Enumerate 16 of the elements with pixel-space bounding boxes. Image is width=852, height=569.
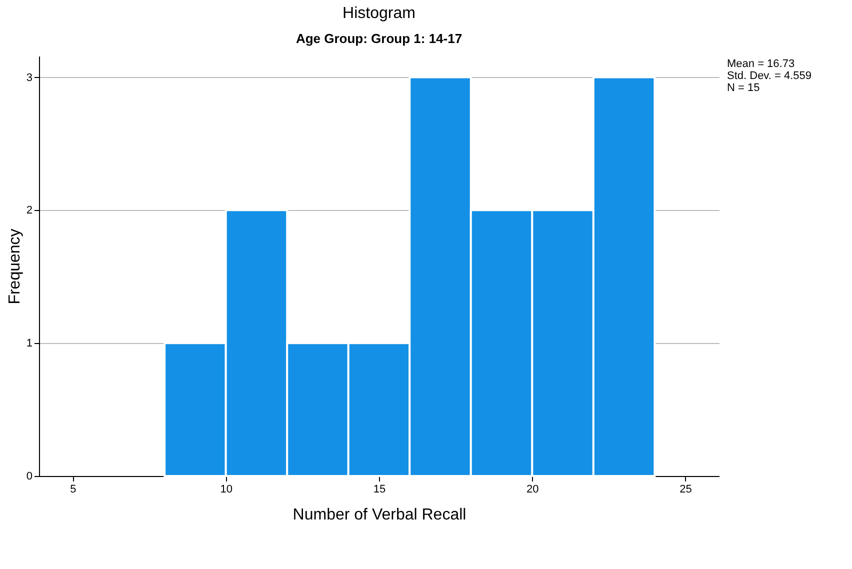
text: Mean = 16.73 [727, 58, 795, 70]
x-tick-label: 10 [220, 484, 232, 496]
x-tick-label: 25 [680, 484, 692, 496]
text: N = 15 [727, 82, 760, 94]
y-tick-label: 2 [26, 204, 32, 217]
y-axis-title: Frequency [6, 228, 24, 304]
x-tick-label: 5 [70, 484, 76, 496]
x-axis-title: Number of Verbal Recall [292, 506, 466, 524]
x-tick-label: 20 [526, 484, 539, 496]
x-tick-label: 15 [373, 484, 386, 496]
y-tick-label: 1 [26, 338, 32, 350]
chart-title: Histogram [342, 5, 416, 22]
text: Std. Dev. = 4.559 [727, 70, 812, 82]
y-tick-label: 0 [26, 470, 32, 482]
y-tick-label: 3 [26, 72, 32, 84]
chart-subtitle: Age Group: Group 1: 14-17 [296, 31, 462, 46]
